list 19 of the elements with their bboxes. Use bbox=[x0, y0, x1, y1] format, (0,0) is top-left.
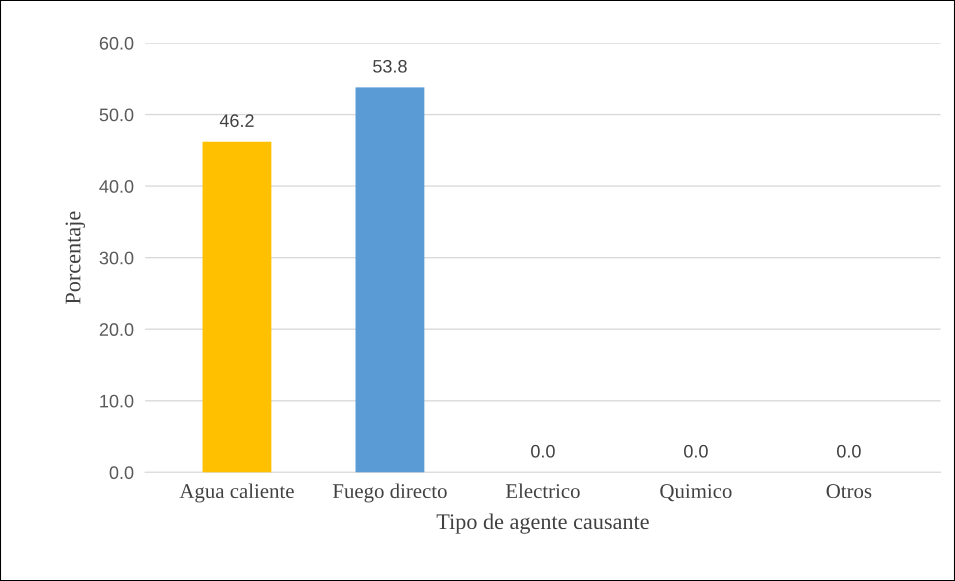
x-axis-title: Tipo de agente causante bbox=[436, 514, 649, 534]
data-label: 0.0 bbox=[531, 444, 555, 458]
x-tick-label: Quimico bbox=[660, 484, 732, 502]
y-tick-label: 50.0 bbox=[100, 108, 134, 122]
x-tick-label: Agua caliente bbox=[180, 483, 294, 502]
y-tick-label: 40.0 bbox=[99, 180, 134, 193]
data-label: 46.2 bbox=[220, 114, 254, 128]
y-tick-label: 0.0 bbox=[110, 466, 134, 480]
x-tick-label: Otros bbox=[826, 484, 872, 498]
y-tick-label: 60.0 bbox=[100, 36, 134, 50]
data-label: 0.0 bbox=[684, 444, 708, 458]
y-axis-title: Porcentaje bbox=[66, 212, 86, 304]
y-tick-label: 10.0 bbox=[100, 394, 134, 408]
y-tick-label: 30.0 bbox=[100, 252, 134, 264]
y-tick-label: 20.0 bbox=[100, 323, 134, 336]
x-tick-label: Electrico bbox=[506, 483, 580, 498]
x-tick-label: Fuego directo bbox=[332, 483, 447, 502]
data-label: 53.8 bbox=[373, 60, 407, 73]
data-label: 0.0 bbox=[837, 444, 861, 458]
